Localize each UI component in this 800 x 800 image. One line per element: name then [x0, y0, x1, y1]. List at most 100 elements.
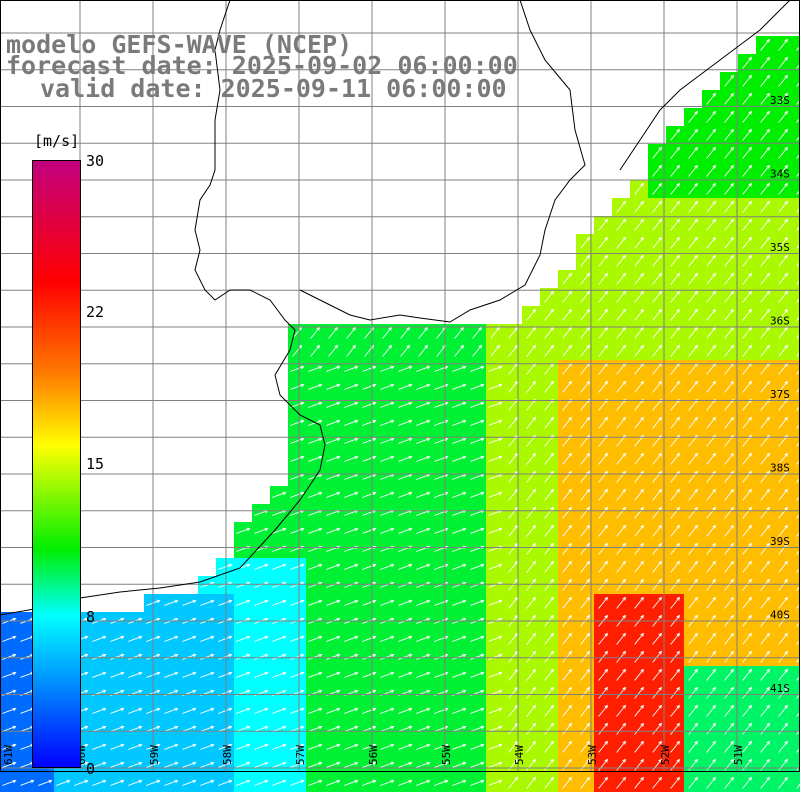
wind-arrow: [724, 704, 735, 717]
wind-arrow: [380, 527, 395, 534]
wind-arrow: [416, 635, 431, 642]
wind-arrow: [724, 236, 735, 249]
wind-arrow: [616, 290, 627, 303]
wind-arrow: [508, 722, 519, 735]
wind-arrow: [416, 563, 431, 570]
wind-arrow: [254, 671, 269, 678]
wind-arrow: [706, 524, 717, 537]
wind-arrow: [616, 596, 627, 609]
wind-arrow: [544, 704, 555, 717]
wind-arrow: [236, 635, 251, 642]
wind-arrow: [308, 707, 323, 714]
wind-arrow: [760, 704, 771, 717]
wind-arrow: [562, 740, 573, 753]
wind-arrow: [742, 668, 753, 681]
wind-arrow: [742, 416, 753, 429]
wind-arrow: [488, 779, 503, 786]
wind-arrow: [580, 308, 591, 321]
wind-arrow: [254, 563, 269, 570]
wind-arrow: [416, 455, 431, 462]
wind-arrow: [562, 776, 573, 789]
wind-cell: [792, 684, 800, 702]
wind-arrow: [760, 650, 771, 663]
wind-arrow: [544, 722, 555, 735]
wind-arrow: [652, 632, 663, 645]
wind-arrow: [724, 272, 735, 285]
wind-arrow: [706, 344, 717, 357]
wind-arrow: [254, 779, 269, 786]
wind-arrow: [20, 779, 35, 786]
wind-arrow: [290, 635, 305, 642]
wind-arrow: [526, 542, 537, 555]
wind-arrow: [362, 725, 377, 732]
wind-cell: [792, 468, 800, 486]
wind-arrow: [760, 740, 771, 753]
wind-arrow: [688, 650, 699, 663]
wind-arrow: [778, 92, 789, 105]
wind-arrow: [580, 722, 591, 735]
wind-arrow: [742, 722, 753, 735]
wind-arrow: [670, 344, 681, 357]
wind-arrow: [526, 560, 537, 573]
wind-arrow: [688, 182, 699, 195]
wind-arrow: [616, 218, 627, 231]
wind-arrow: [544, 596, 555, 609]
wind-arrow: [670, 722, 681, 735]
wind-arrow: [598, 290, 609, 303]
wind-arrow: [796, 423, 800, 429]
wind-arrow: [598, 506, 609, 519]
wind-arrow: [598, 416, 609, 429]
wind-arrow: [598, 254, 609, 267]
wind-arrow: [218, 707, 233, 714]
wind-arrow: [362, 743, 377, 750]
wind-arrow: [688, 344, 699, 357]
wind-arrow: [344, 383, 359, 390]
wind-arrow: [308, 725, 323, 732]
wind-arrow: [398, 671, 413, 678]
wind-arrow: [290, 761, 305, 768]
wind-arrow: [760, 578, 771, 591]
wind-arrow: [724, 380, 735, 393]
wind-arrow: [598, 344, 609, 357]
wind-arrow: [544, 488, 555, 501]
wind-arrow: [742, 56, 753, 69]
wind-arrow: [688, 704, 699, 717]
lon-label: 58W: [221, 745, 234, 765]
lat-label: 39S: [770, 535, 790, 548]
wind-arrow: [562, 524, 573, 537]
wind-arrow: [326, 527, 341, 534]
wind-arrow: [272, 653, 287, 660]
wind-arrow: [398, 563, 413, 570]
wind-arrow: [796, 45, 800, 51]
wind-arrow: [452, 707, 467, 714]
lat-lon-grid: [0, 0, 800, 772]
wind-arrow: [760, 146, 771, 159]
wind-arrow: [218, 599, 233, 606]
wind-arrow: [380, 383, 395, 390]
wind-arrow: [724, 308, 735, 321]
wind-cell: [792, 216, 800, 234]
wind-arrow: [598, 452, 609, 465]
lon-label: 59W: [148, 745, 161, 765]
wind-arrow: [652, 776, 663, 789]
wind-cell: [792, 774, 800, 792]
wind-arrow: [344, 635, 359, 642]
wind-arrow: [778, 128, 789, 141]
wind-arrow: [616, 758, 627, 771]
wind-arrow: [470, 491, 485, 498]
wind-arrow: [488, 725, 503, 732]
wind-arrow: [580, 344, 591, 357]
wind-arrow: [544, 668, 555, 681]
wind-arrow: [362, 401, 377, 408]
wind-arrow: [128, 707, 143, 714]
wind-arrow: [724, 560, 735, 573]
wind-arrow: [742, 182, 753, 195]
wind-arrow: [326, 599, 341, 606]
wind-arrow: [326, 761, 341, 768]
wind-arrow: [670, 578, 681, 591]
wind-cell: [792, 162, 800, 180]
wind-arrow: [724, 578, 735, 591]
wind-arrow: [416, 437, 431, 444]
latitude-labels: 33S 34S 35S 36S 37S 38S 39S 40S 41S: [770, 94, 790, 695]
